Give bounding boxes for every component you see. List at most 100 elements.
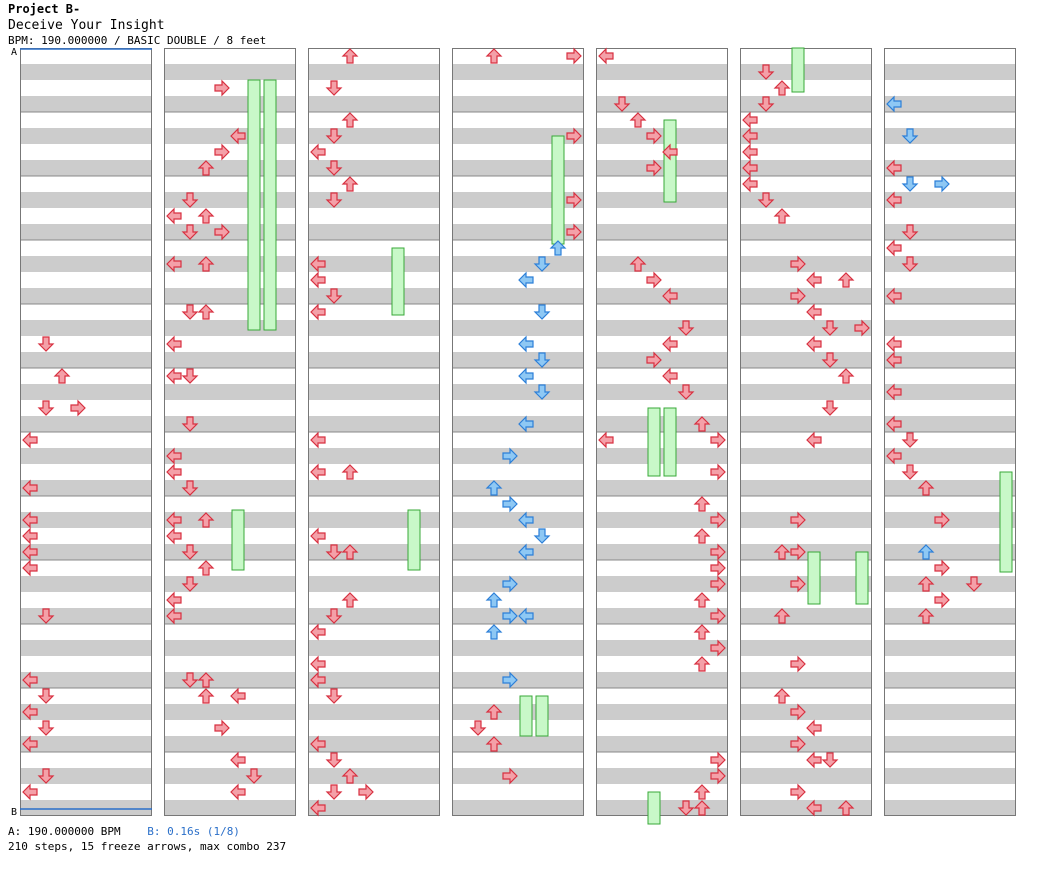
beat-stripe <box>596 224 728 240</box>
step-arrow <box>310 735 326 753</box>
beat-stripe <box>740 160 872 176</box>
beat-stripe <box>596 64 728 80</box>
step-arrow <box>70 399 86 417</box>
step-arrow <box>821 320 839 336</box>
step-arrow <box>310 431 326 449</box>
beat-stripe <box>740 768 872 784</box>
step-arrow <box>773 80 791 96</box>
step-arrow <box>22 431 38 449</box>
freeze-arrow <box>535 695 549 737</box>
step-arrow <box>341 464 359 480</box>
step-arrow <box>310 255 326 273</box>
step-arrow <box>693 592 711 608</box>
beat-stripe <box>308 416 440 432</box>
step-arrow <box>677 800 695 816</box>
step-arrow <box>518 607 534 625</box>
beat-stripe <box>308 608 440 624</box>
freeze-arrow <box>519 695 533 737</box>
step-arrow <box>214 223 230 241</box>
step-arrow <box>742 175 758 193</box>
step-arrow <box>22 735 38 753</box>
step-arrow <box>806 799 822 817</box>
step-arrow <box>214 719 230 737</box>
step-arrow <box>469 720 487 736</box>
beat-stripe <box>596 416 728 432</box>
step-arrow <box>230 687 246 705</box>
beat-stripe <box>740 800 872 816</box>
beat-stripe <box>308 224 440 240</box>
beat-stripe <box>740 64 872 80</box>
beat-stripe <box>452 736 584 752</box>
step-arrow <box>886 239 902 257</box>
step-arrow <box>37 688 55 704</box>
step-arrow <box>325 160 343 176</box>
beat-stripe <box>452 160 584 176</box>
beat-stripe <box>308 256 440 272</box>
step-arrow <box>197 560 215 576</box>
beat-stripe <box>20 608 152 624</box>
beat-stripe <box>596 544 728 560</box>
beat-stripe <box>884 768 1016 784</box>
step-arrow <box>757 96 775 112</box>
beat-stripe <box>20 640 152 656</box>
step-arrow <box>197 512 215 528</box>
beat-stripe <box>164 448 296 464</box>
step-arrow <box>518 415 534 433</box>
step-arrow <box>22 671 38 689</box>
beat-stripe <box>740 96 872 112</box>
step-arrow <box>166 447 182 465</box>
step-arrow <box>773 544 791 560</box>
column-border <box>164 48 296 816</box>
beat-stripe <box>884 416 1016 432</box>
step-arrow <box>742 111 758 129</box>
beat-stripe <box>308 160 440 176</box>
step-arrow <box>613 96 631 112</box>
step-arrow <box>710 463 726 481</box>
beat-stripe <box>20 288 152 304</box>
column-border <box>884 48 1016 816</box>
beat-stripe <box>20 576 152 592</box>
beat-stripe <box>884 128 1016 144</box>
beat-stripe <box>308 672 440 688</box>
freeze-arrow <box>647 407 661 477</box>
step-arrow <box>325 192 343 208</box>
step-arrow <box>502 495 518 513</box>
step-arrow <box>310 527 326 545</box>
step-arrow <box>598 47 614 65</box>
step-arrow <box>341 176 359 192</box>
step-arrow <box>37 720 55 736</box>
step-arrow <box>166 607 182 625</box>
step-arrow <box>341 48 359 64</box>
beat-stripe <box>452 128 584 144</box>
beat-stripe <box>164 384 296 400</box>
freeze-arrow <box>407 509 421 571</box>
step-arrow <box>22 527 38 545</box>
step-arrow <box>230 127 246 145</box>
beat-stripe <box>308 128 440 144</box>
step-arrow <box>518 543 534 561</box>
step-arrow <box>677 320 695 336</box>
beat-stripe <box>164 704 296 720</box>
beat-stripe <box>740 640 872 656</box>
beat-stripe <box>20 704 152 720</box>
beat-stripe <box>452 96 584 112</box>
beat-stripe <box>308 704 440 720</box>
step-arrow <box>22 703 38 721</box>
beat-stripe <box>308 352 440 368</box>
beat-stripe <box>20 192 152 208</box>
step-arrow <box>310 655 326 673</box>
beat-stripe <box>596 320 728 336</box>
step-arrow <box>886 383 902 401</box>
beat-stripe <box>20 352 152 368</box>
step-arrow <box>325 784 343 800</box>
beat-stripe <box>308 512 440 528</box>
beat-stripe <box>596 576 728 592</box>
step-arrow <box>310 303 326 321</box>
step-arrow <box>965 576 983 592</box>
beat-stripe <box>884 384 1016 400</box>
beat-stripe <box>452 192 584 208</box>
freeze-arrow <box>247 79 261 331</box>
beat-stripe <box>308 480 440 496</box>
step-arrow <box>502 767 518 785</box>
beat-stripe <box>452 672 584 688</box>
